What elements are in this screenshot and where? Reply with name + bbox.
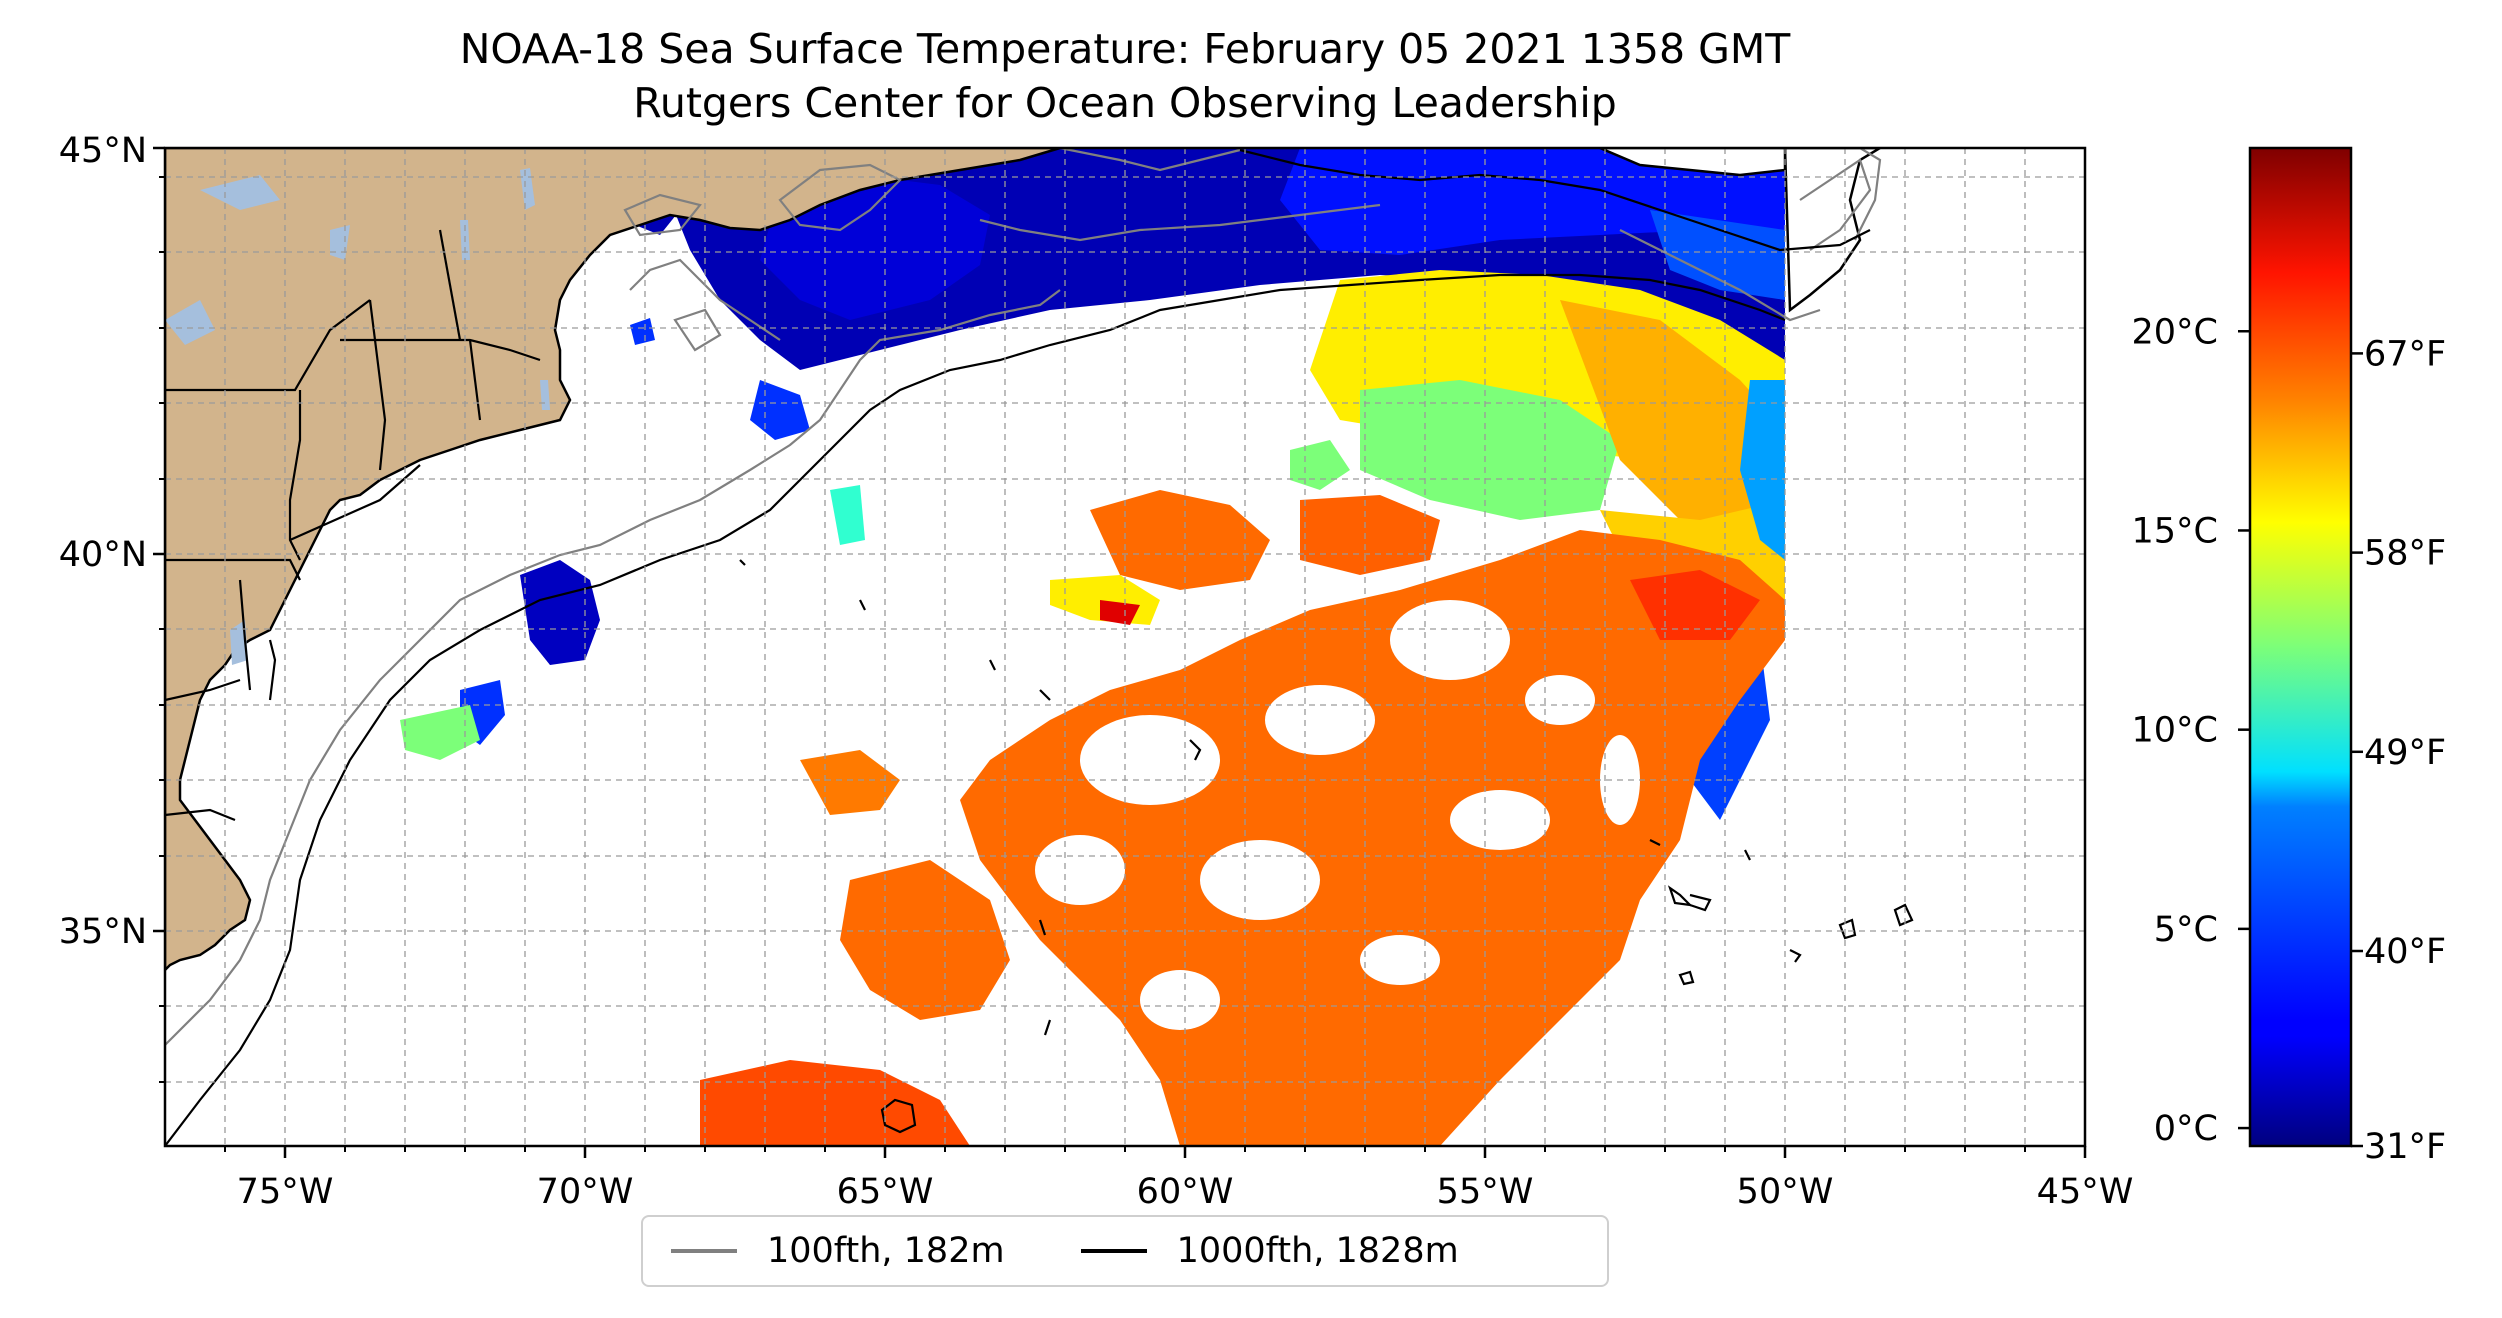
celsius-tick-label: 15°C: [2132, 511, 2218, 551]
legend-item-100fth: 100fth, 182m: [671, 1231, 1005, 1271]
lat-tick-label: 45°N: [59, 131, 147, 171]
fahrenheit-tick-label: 49°F: [2364, 733, 2446, 773]
colorbar-gradient: [2250, 148, 2351, 1146]
celsius-tick-label: 10°C: [2132, 711, 2218, 751]
lon-tick-label: 50°W: [1737, 1172, 1834, 1212]
legend-label: 1000fth, 1828m: [1176, 1231, 1459, 1271]
lon-tick-label: 75°W: [237, 1172, 334, 1212]
lat-tick-label: 35°N: [59, 912, 147, 952]
chart-title: NOAA-18 Sea Surface Temperature: Februar…: [165, 22, 2085, 130]
legend-line-black: [1080, 1249, 1147, 1253]
legend-item-1000fth: 1000fth, 1828m: [1080, 1231, 1459, 1271]
title-line-2: Rutgers Center for Ocean Observing Leade…: [633, 79, 1617, 127]
minor-ticks: [159, 176, 2026, 1152]
celsius-tick-label: 5°C: [2154, 910, 2218, 950]
fahrenheit-tick-label: 31°F: [2364, 1127, 2446, 1167]
lon-tick-label: 60°W: [1137, 1172, 1234, 1212]
title-line-1: NOAA-18 Sea Surface Temperature: Februar…: [459, 25, 1791, 73]
contour-1000fth: [165, 148, 1914, 1146]
lat-tick-label: 40°N: [59, 535, 147, 575]
major-ticks: [153, 146, 2087, 1158]
lon-tick-label: 55°W: [1437, 1172, 1534, 1212]
lon-tick-label: 70°W: [537, 1172, 634, 1212]
colorbar: 0°C 5°C 10°C 15°C 20°C 31°F 40°F 49°F 58…: [2132, 146, 2446, 1167]
land-nova-scotia: [1783, 148, 1883, 313]
lon-tick-labels: 75°W 70°W 65°W 60°W 55°W 50°W 45°W: [237, 1172, 2134, 1212]
lakes: [165, 168, 550, 665]
map-area: [165, 148, 2085, 1146]
lon-tick-label: 45°W: [2037, 1172, 2134, 1212]
fahrenheit-tick-label: 40°F: [2364, 932, 2446, 972]
grid-lines: [165, 148, 2085, 1146]
legend: 100fth, 182m 1000fth, 1828m: [641, 1215, 1609, 1287]
lon-tick-label: 65°W: [837, 1172, 934, 1212]
sst-cold-shelf-water: [460, 148, 1785, 745]
legend-line-gray: [671, 1249, 737, 1253]
legend-label: 100fth, 182m: [767, 1231, 1005, 1271]
celsius-tick-label: 20°C: [2132, 312, 2218, 352]
contour-100fth: [165, 148, 1882, 1046]
celsius-tick-label: 0°C: [2154, 1109, 2218, 1149]
fahrenheit-tick-label: 58°F: [2364, 534, 2446, 574]
lat-tick-labels: 35°N 40°N 45°N: [59, 131, 147, 952]
land-north-america: [165, 148, 1061, 972]
fahrenheit-tick-label: 67°F: [2364, 334, 2446, 374]
